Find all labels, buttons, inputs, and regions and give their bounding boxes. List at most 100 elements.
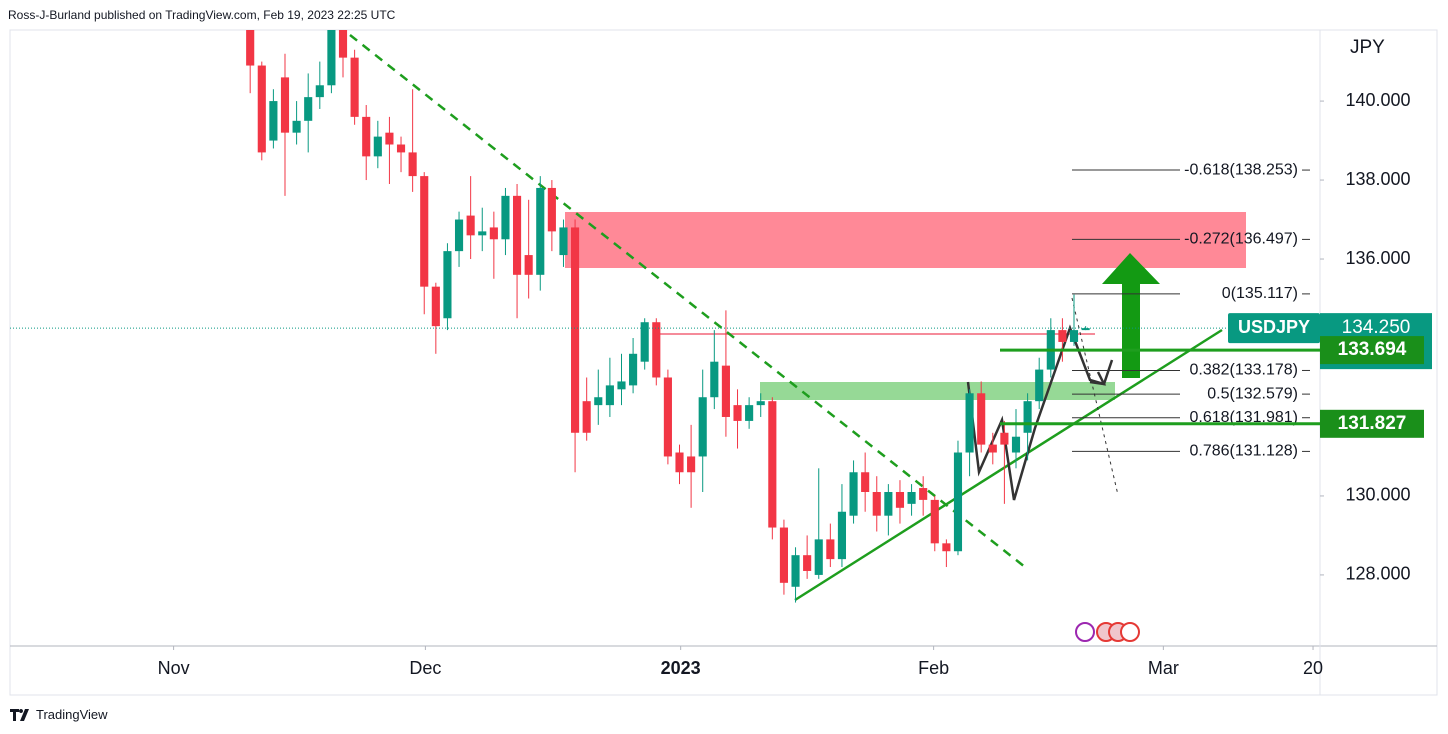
candle-body [907,492,916,504]
candle-body [768,401,777,528]
candle-body [872,492,881,516]
candle-body [977,393,986,445]
candle-body [338,30,348,58]
candle-body [373,136,382,157]
candle-body [721,365,730,417]
fib-label: -0.618(138.253) [1184,161,1298,178]
candle-body [1069,330,1079,342]
y-tick-label: 138.000 [1345,169,1410,189]
candle-body [1081,328,1090,331]
candle-body [710,361,719,398]
candle-body [536,187,545,275]
candle-body [895,492,905,508]
x-tick-label: Mar [1148,658,1179,678]
candle-body [454,219,464,252]
candle-body [745,405,754,421]
candle-body [431,286,440,327]
candle-body [246,30,255,66]
candle-body [512,195,522,275]
candle-body [501,195,510,240]
candle-body [988,444,997,453]
y-tick-label: 136.000 [1345,248,1410,268]
candle-body [617,381,626,390]
candle-body [663,377,672,457]
header: Ross-J-Burland published on TradingView.… [8,8,396,22]
candle-body [396,144,406,153]
candle-body [385,132,394,145]
zones [349,34,1246,602]
y-tick-label: 140.000 [1345,90,1410,110]
candle-body [350,57,359,117]
candle-body [1000,432,1009,445]
candle-body [756,401,765,406]
candle-body [362,116,371,157]
candle-body [571,227,580,433]
candle-body [965,393,974,453]
candle-body [582,401,591,433]
candle-body [257,65,266,153]
x-tick-label: 2023 [661,658,701,678]
candle-body [803,555,812,571]
candle-body [443,251,452,319]
candle-body [420,176,429,287]
projection-line [1071,297,1119,496]
candle-body [687,456,696,473]
candle-body [884,492,893,516]
candle-body [489,227,498,240]
candle-body [814,539,823,575]
candle-body [304,97,313,121]
candle-body [466,215,475,236]
candle-body [1058,330,1067,342]
candle-body [698,397,707,457]
candle-body [594,397,603,406]
resistance-zone [565,212,1246,268]
candle-body [327,30,336,86]
x-tick-label: Feb [918,658,949,678]
price-label: 134.250 [1342,317,1411,338]
candle-body [280,77,290,133]
fib-label: -0.272(136.497) [1184,231,1298,248]
fib-label: 0.618(131.981) [1189,409,1298,426]
y-tick-label: 128.000 [1345,564,1410,584]
y-axis-label: JPY [1350,37,1385,58]
pattern-arrow [1089,371,1107,386]
candle-body [1011,436,1021,453]
support-zone [760,382,1115,400]
candle-body [629,353,638,386]
fib-label: 0.5(132.579) [1207,385,1298,402]
candle-body [837,511,847,560]
candle-body [292,120,301,133]
up-arrow [1102,253,1160,378]
footer: TradingView [36,707,108,722]
x-tick-label: Dec [409,658,441,678]
candle-body [408,152,417,177]
candle-body [269,101,278,141]
candle-body [524,255,533,275]
level-tag [1320,336,1424,365]
candle-body [826,539,835,560]
fib-label: 0.382(133.178) [1189,362,1298,379]
candle-body [640,322,649,362]
candle-body [675,452,684,473]
candle-body [478,231,487,236]
logo [10,709,29,721]
candle-body [861,472,870,492]
candle-body [919,488,928,500]
level-label: 133.694 [1338,339,1407,360]
symbol-tag [1228,313,1320,344]
candle-body [1035,369,1044,402]
y-tick-label: 130.000 [1345,485,1410,505]
event-icon [1075,622,1095,642]
candle-body [942,543,951,552]
candle-body [559,227,568,256]
candle-body [930,499,939,544]
event-icons [1075,622,1140,642]
candle-body [779,527,788,583]
candle-body [849,472,858,516]
candle-body [547,187,556,232]
candle-body [1023,401,1032,433]
fib-label: 0(135.117) [1222,285,1298,302]
event-icon [1120,622,1140,642]
